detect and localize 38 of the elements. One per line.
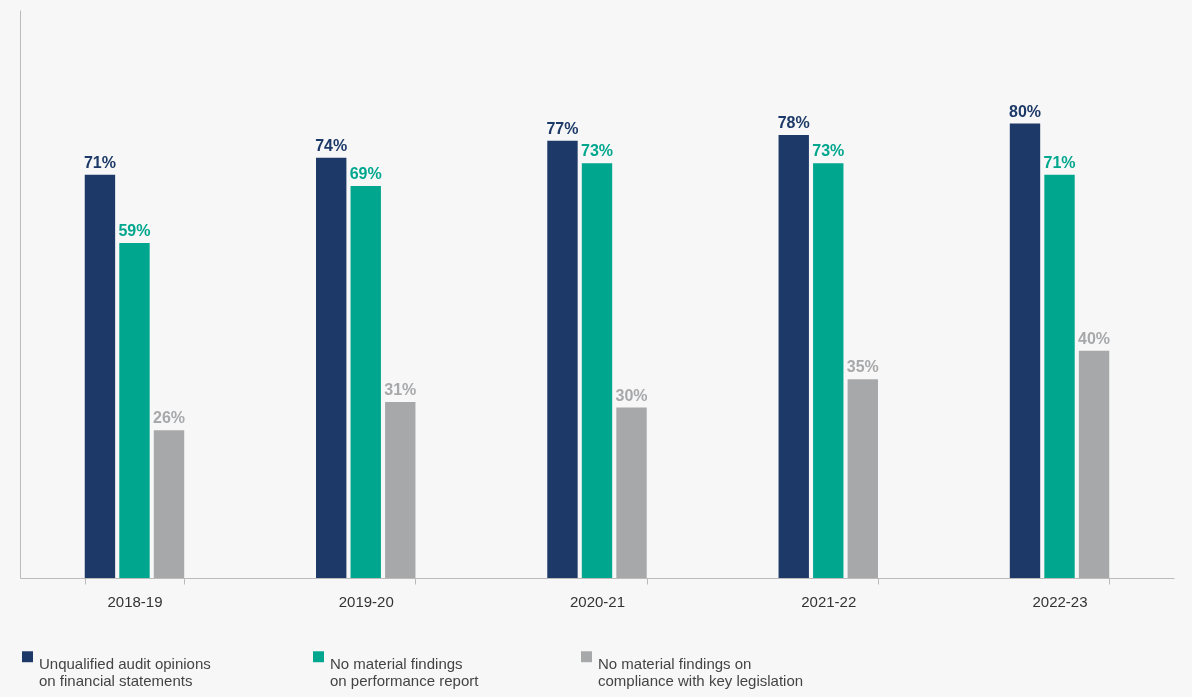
bar	[316, 157, 347, 578]
bar	[350, 186, 381, 578]
bar	[84, 174, 116, 578]
data-label: 69%	[349, 165, 382, 183]
bar	[616, 407, 647, 578]
data-label: 59%	[118, 221, 151, 239]
data-label: 71%	[83, 153, 116, 171]
data-label: 35%	[846, 358, 879, 376]
data-label: 73%	[812, 142, 845, 160]
data-label: 71%	[1043, 153, 1076, 171]
data-label: 26%	[152, 409, 186, 427]
bar	[385, 401, 416, 578]
legend-label: Unqualified audit opinions on financial statements	[39, 654, 211, 689]
data-label: 77%	[546, 119, 579, 137]
bar	[581, 163, 613, 578]
data-label: 80%	[1008, 102, 1042, 120]
data-label: 74%	[315, 136, 348, 154]
bar	[119, 242, 150, 578]
bar	[153, 430, 185, 578]
x-tick-label: 2022-23	[1032, 592, 1088, 610]
bar	[547, 140, 578, 578]
data-label: 31%	[384, 380, 417, 398]
legend-label: No material findings on performance report	[330, 654, 480, 689]
x-tick-label: 2019-20	[338, 592, 394, 610]
x-tick-label: 2021-22	[801, 592, 857, 610]
x-tick-label: 2018-19	[107, 592, 163, 610]
data-label: 40%	[1078, 329, 1111, 347]
data-label: 78%	[777, 113, 810, 131]
legend-label: No material findings on compliance with key legislation	[598, 654, 804, 689]
bar	[813, 163, 844, 578]
bar	[847, 379, 878, 578]
data-label: 73%	[580, 142, 614, 160]
data-label: 30%	[615, 386, 648, 404]
bar	[1009, 123, 1041, 578]
x-tick-label: 2020-21	[569, 592, 626, 610]
bar	[1078, 350, 1110, 578]
bar	[778, 134, 809, 578]
bar	[1044, 174, 1075, 578]
